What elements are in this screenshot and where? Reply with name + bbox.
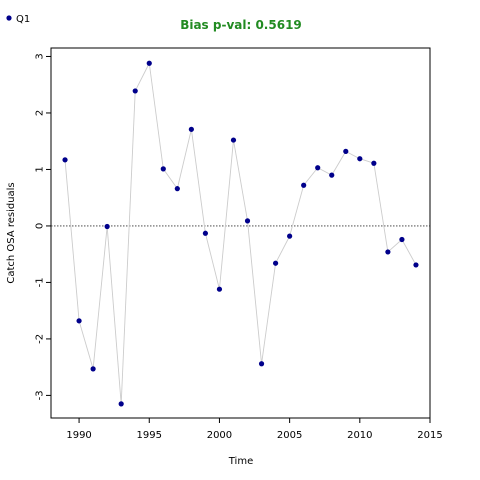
series-segment bbox=[218, 140, 234, 290]
data-point bbox=[343, 148, 349, 154]
series-segment bbox=[120, 90, 136, 404]
data-point bbox=[258, 361, 265, 367]
data-point bbox=[244, 218, 251, 224]
series-segment bbox=[331, 151, 347, 176]
series-segment bbox=[373, 163, 389, 252]
data-point bbox=[202, 230, 209, 236]
y-tick-label: 1 bbox=[35, 166, 46, 172]
data-point bbox=[301, 182, 307, 188]
series-segment bbox=[176, 129, 192, 189]
series-segment bbox=[204, 233, 220, 290]
data-point bbox=[287, 233, 293, 239]
data-point bbox=[188, 126, 194, 132]
x-tick-label: 2000 bbox=[207, 430, 232, 441]
data-point bbox=[104, 223, 110, 230]
series-segment bbox=[190, 129, 206, 234]
data-point bbox=[329, 172, 335, 178]
data-point bbox=[62, 157, 68, 163]
series-segment bbox=[106, 226, 122, 404]
data-point bbox=[315, 165, 321, 171]
y-tick-label: -1 bbox=[35, 277, 46, 287]
series-segment bbox=[134, 63, 150, 92]
y-axis: -3 -2 -1 0 1 2 3 bbox=[35, 53, 51, 400]
data-point bbox=[160, 166, 166, 172]
series-segment bbox=[162, 168, 178, 189]
data-point bbox=[413, 262, 419, 268]
data-point bbox=[216, 286, 223, 292]
data-point bbox=[371, 160, 377, 166]
series-segment bbox=[261, 263, 277, 364]
data-point bbox=[146, 60, 152, 66]
y-tick-label: 0 bbox=[35, 223, 46, 229]
y-tick-label: -3 bbox=[35, 390, 46, 400]
legend-marker bbox=[6, 15, 12, 21]
data-point bbox=[174, 186, 180, 192]
data-point bbox=[132, 88, 138, 94]
series-segment bbox=[317, 167, 332, 176]
series-segment bbox=[64, 159, 80, 321]
legend: Q1 bbox=[6, 14, 30, 25]
series-segment bbox=[233, 139, 248, 221]
y-tick-label: 3 bbox=[35, 53, 46, 59]
x-tick-label: 1995 bbox=[137, 430, 162, 441]
legend-label-q1: Q1 bbox=[16, 14, 30, 25]
x-axis: 1990 1995 2000 2005 2010 2015 bbox=[66, 418, 443, 441]
series-segment bbox=[345, 150, 361, 160]
y-axis-label: Catch OSA residuals bbox=[6, 182, 17, 283]
series-segment bbox=[275, 235, 291, 264]
series-segment bbox=[289, 185, 305, 237]
series-segment bbox=[92, 226, 108, 369]
data-point bbox=[230, 137, 237, 143]
y-tick-label: -2 bbox=[35, 334, 46, 344]
x-tick-label: 2015 bbox=[417, 430, 442, 441]
y-tick-label: 2 bbox=[35, 110, 46, 116]
data-point bbox=[272, 260, 279, 266]
x-axis-label: Time bbox=[228, 456, 253, 467]
series-lines bbox=[64, 63, 417, 404]
series-segment bbox=[303, 167, 319, 186]
data-point bbox=[118, 401, 124, 407]
series-segment bbox=[148, 63, 164, 169]
x-tick-label: 1990 bbox=[66, 430, 91, 441]
series-segment bbox=[78, 320, 94, 369]
data-point bbox=[90, 366, 96, 372]
data-point bbox=[76, 318, 82, 324]
series-segment bbox=[401, 239, 417, 266]
data-point bbox=[399, 236, 405, 243]
plot-frame bbox=[50, 47, 431, 419]
data-point bbox=[385, 249, 391, 255]
x-tick-label: 2005 bbox=[277, 430, 302, 441]
chart-title: Bias p-val: 0.5619 bbox=[180, 18, 302, 32]
data-point bbox=[357, 156, 363, 162]
series-points bbox=[62, 60, 419, 407]
series-segment bbox=[247, 220, 263, 364]
series-segment bbox=[387, 239, 403, 253]
x-tick-label: 2010 bbox=[347, 430, 372, 441]
